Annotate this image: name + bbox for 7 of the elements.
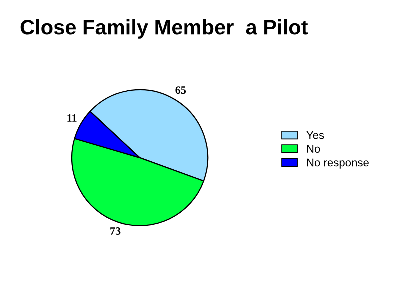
data-label: 73: [110, 228, 121, 236]
data-label: 65: [176, 86, 186, 94]
legend-label: Yes: [306, 132, 324, 140]
data-label: 11: [68, 114, 77, 122]
legend-label: No: [307, 145, 320, 153]
legend-label: No response: [307, 158, 369, 169]
chart-title: Close Family Member a Pilot: [20, 20, 308, 39]
